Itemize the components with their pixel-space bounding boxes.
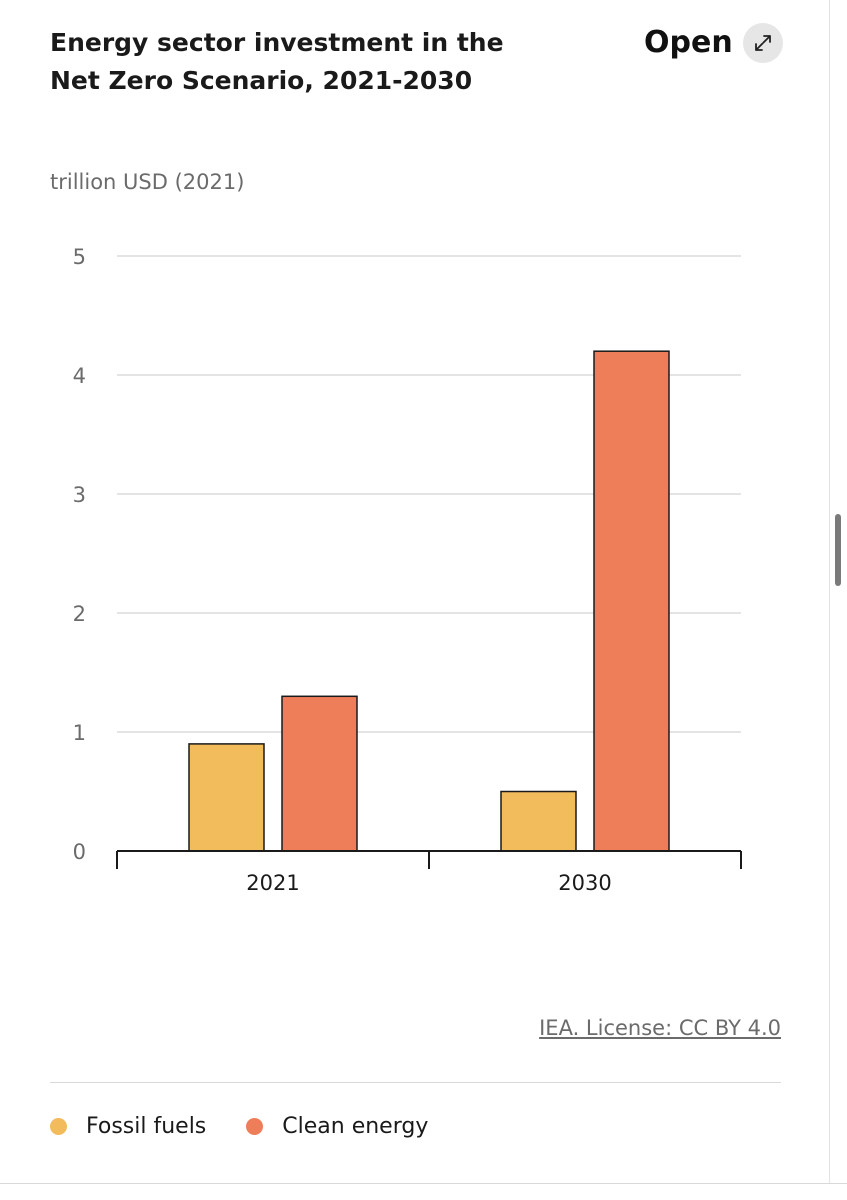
legend-label-fossil-fuels: Fossil fuels — [86, 1114, 207, 1139]
y-tick-label: 2 — [73, 602, 86, 626]
y-tick-label: 3 — [73, 483, 86, 507]
legend-swatch-fossil-fuels — [50, 1118, 67, 1135]
y-tick-label: 1 — [73, 721, 86, 745]
expand-arrow-icon[interactable] — [742, 23, 783, 63]
scrollbar-thumb[interactable] — [835, 514, 841, 586]
chart-title: Energy sector investment in the Net Zero… — [50, 28, 504, 95]
x-tick-label: 2021 — [246, 871, 299, 895]
license-link[interactable]: IEA. License: CC BY 4.0 — [539, 1016, 781, 1040]
y-axis-unit-label: trillion USD (2021) — [50, 170, 245, 194]
legend-divider — [50, 1082, 781, 1083]
expand-arrow-glyph — [754, 35, 771, 51]
y-tick-label: 4 — [73, 364, 86, 388]
y-tick-label: 0 — [73, 840, 86, 864]
bar — [188, 743, 265, 852]
bar — [500, 790, 577, 852]
bar — [281, 695, 358, 852]
panel-bottom-border — [0, 1183, 847, 1184]
open-button[interactable]: Open — [644, 22, 783, 64]
x-tick-label: 2030 — [558, 871, 611, 895]
legend: Fossil fuels Clean energy — [50, 1114, 468, 1139]
legend-swatch-clean-energy — [246, 1118, 264, 1135]
bar — [593, 350, 670, 852]
y-tick-label: 5 — [73, 245, 86, 269]
panel-right-border — [829, 0, 830, 1183]
legend-item-clean-energy[interactable]: Clean energy — [246, 1114, 428, 1139]
legend-item-fossil-fuels[interactable]: Fossil fuels — [50, 1114, 206, 1139]
legend-label-clean-energy: Clean energy — [282, 1114, 429, 1139]
bar-chart: 0 1 2 3 4 5 2021 2030 — [73, 245, 742, 895]
open-button-label: Open — [644, 25, 733, 60]
